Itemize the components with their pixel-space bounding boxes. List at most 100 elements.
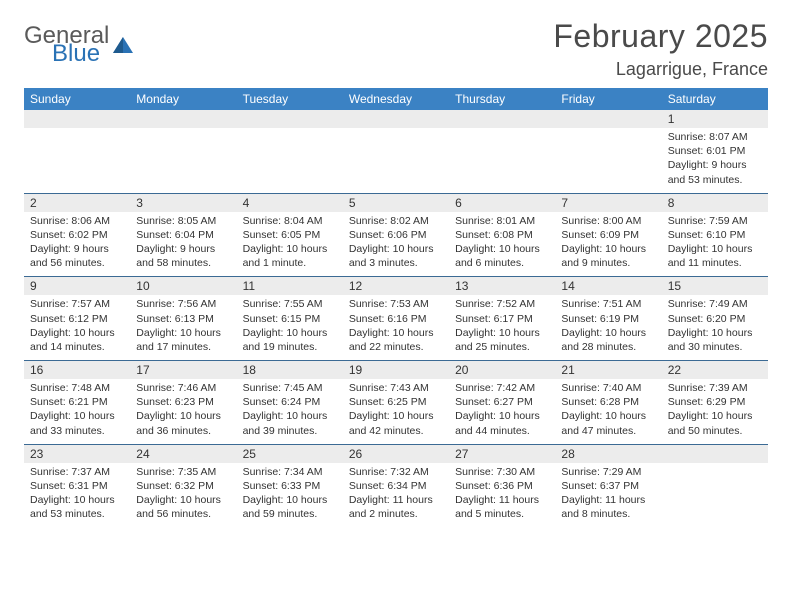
day-details: Sunrise: 7:55 AMSunset: 6:15 PMDaylight:… (237, 295, 343, 360)
day-details: Sunrise: 8:00 AMSunset: 6:09 PMDaylight:… (555, 212, 661, 277)
day-details: Sunrise: 7:57 AMSunset: 6:12 PMDaylight:… (24, 295, 130, 360)
sunrise-line: Sunrise: 7:39 AM (668, 381, 762, 395)
day-details: Sunrise: 7:48 AMSunset: 6:21 PMDaylight:… (24, 379, 130, 444)
day-details: Sunrise: 7:56 AMSunset: 6:13 PMDaylight:… (130, 295, 236, 360)
daylight-line: Daylight: 10 hours and 53 minutes. (30, 493, 124, 521)
day-details: Sunrise: 7:52 AMSunset: 6:17 PMDaylight:… (449, 295, 555, 360)
sunset-line: Sunset: 6:15 PM (243, 312, 337, 326)
sunrise-line: Sunrise: 8:06 AM (30, 214, 124, 228)
day-details: Sunrise: 7:43 AMSunset: 6:25 PMDaylight:… (343, 379, 449, 444)
calendar-day-cell: 2Sunrise: 8:06 AMSunset: 6:02 PMDaylight… (24, 193, 130, 277)
daylight-line: Daylight: 10 hours and 22 minutes. (349, 326, 443, 354)
daylight-line: Daylight: 10 hours and 47 minutes. (561, 409, 655, 437)
day-details: Sunrise: 8:06 AMSunset: 6:02 PMDaylight:… (24, 212, 130, 277)
sunrise-line: Sunrise: 7:53 AM (349, 297, 443, 311)
calendar-day-cell (343, 110, 449, 193)
calendar-day-cell: 28Sunrise: 7:29 AMSunset: 6:37 PMDayligh… (555, 444, 661, 527)
calendar-day-cell: 23Sunrise: 7:37 AMSunset: 6:31 PMDayligh… (24, 444, 130, 527)
day-number: 23 (24, 445, 130, 463)
sunset-line: Sunset: 6:29 PM (668, 395, 762, 409)
sunset-line: Sunset: 6:19 PM (561, 312, 655, 326)
day-details: Sunrise: 7:39 AMSunset: 6:29 PMDaylight:… (662, 379, 768, 444)
calendar-week-row: 1Sunrise: 8:07 AMSunset: 6:01 PMDaylight… (24, 110, 768, 193)
sunrise-line: Sunrise: 7:57 AM (30, 297, 124, 311)
sunrise-line: Sunrise: 7:56 AM (136, 297, 230, 311)
calendar-week-row: 2Sunrise: 8:06 AMSunset: 6:02 PMDaylight… (24, 193, 768, 277)
day-details (237, 128, 343, 136)
calendar-day-cell: 17Sunrise: 7:46 AMSunset: 6:23 PMDayligh… (130, 361, 236, 445)
daylight-line: Daylight: 9 hours and 53 minutes. (668, 158, 762, 186)
calendar-day-cell: 14Sunrise: 7:51 AMSunset: 6:19 PMDayligh… (555, 277, 661, 361)
day-number: 9 (24, 277, 130, 295)
calendar-day-cell: 20Sunrise: 7:42 AMSunset: 6:27 PMDayligh… (449, 361, 555, 445)
day-number (237, 110, 343, 128)
sunset-line: Sunset: 6:36 PM (455, 479, 549, 493)
day-details (24, 128, 130, 136)
sunset-line: Sunset: 6:21 PM (30, 395, 124, 409)
daylight-line: Daylight: 10 hours and 1 minute. (243, 242, 337, 270)
sunset-line: Sunset: 6:09 PM (561, 228, 655, 242)
calendar-day-cell: 11Sunrise: 7:55 AMSunset: 6:15 PMDayligh… (237, 277, 343, 361)
sunrise-line: Sunrise: 8:05 AM (136, 214, 230, 228)
daylight-line: Daylight: 10 hours and 19 minutes. (243, 326, 337, 354)
calendar-day-cell (449, 110, 555, 193)
calendar-day-cell: 19Sunrise: 7:43 AMSunset: 6:25 PMDayligh… (343, 361, 449, 445)
daylight-line: Daylight: 10 hours and 44 minutes. (455, 409, 549, 437)
calendar-day-cell: 7Sunrise: 8:00 AMSunset: 6:09 PMDaylight… (555, 193, 661, 277)
day-details: Sunrise: 7:35 AMSunset: 6:32 PMDaylight:… (130, 463, 236, 528)
daylight-line: Daylight: 11 hours and 5 minutes. (455, 493, 549, 521)
day-number (343, 110, 449, 128)
sunset-line: Sunset: 6:06 PM (349, 228, 443, 242)
sunrise-line: Sunrise: 7:32 AM (349, 465, 443, 479)
sunset-line: Sunset: 6:32 PM (136, 479, 230, 493)
sunset-line: Sunset: 6:33 PM (243, 479, 337, 493)
calendar-day-cell: 3Sunrise: 8:05 AMSunset: 6:04 PMDaylight… (130, 193, 236, 277)
location: Lagarrigue, France (553, 59, 768, 80)
day-details: Sunrise: 7:29 AMSunset: 6:37 PMDaylight:… (555, 463, 661, 528)
day-number: 7 (555, 194, 661, 212)
sunrise-line: Sunrise: 7:35 AM (136, 465, 230, 479)
calendar-day-cell (130, 110, 236, 193)
weekday-header: Saturday (662, 88, 768, 110)
calendar-day-cell: 21Sunrise: 7:40 AMSunset: 6:28 PMDayligh… (555, 361, 661, 445)
sunrise-line: Sunrise: 7:51 AM (561, 297, 655, 311)
daylight-line: Daylight: 10 hours and 36 minutes. (136, 409, 230, 437)
sunrise-line: Sunrise: 7:40 AM (561, 381, 655, 395)
day-number: 5 (343, 194, 449, 212)
daylight-line: Daylight: 10 hours and 3 minutes. (349, 242, 443, 270)
day-details (662, 463, 768, 471)
logo: General Blue (24, 24, 135, 66)
day-details: Sunrise: 7:37 AMSunset: 6:31 PMDaylight:… (24, 463, 130, 528)
day-number: 19 (343, 361, 449, 379)
calendar-day-cell: 27Sunrise: 7:30 AMSunset: 6:36 PMDayligh… (449, 444, 555, 527)
day-number: 16 (24, 361, 130, 379)
calendar-day-cell: 16Sunrise: 7:48 AMSunset: 6:21 PMDayligh… (24, 361, 130, 445)
weekday-header: Thursday (449, 88, 555, 110)
sunrise-line: Sunrise: 7:43 AM (349, 381, 443, 395)
day-number: 1 (662, 110, 768, 128)
day-number: 4 (237, 194, 343, 212)
sunset-line: Sunset: 6:34 PM (349, 479, 443, 493)
calendar-day-cell (237, 110, 343, 193)
calendar-day-cell: 15Sunrise: 7:49 AMSunset: 6:20 PMDayligh… (662, 277, 768, 361)
day-number: 21 (555, 361, 661, 379)
day-number: 17 (130, 361, 236, 379)
day-number: 6 (449, 194, 555, 212)
calendar-day-cell: 5Sunrise: 8:02 AMSunset: 6:06 PMDaylight… (343, 193, 449, 277)
daylight-line: Daylight: 10 hours and 6 minutes. (455, 242, 549, 270)
calendar-day-cell: 25Sunrise: 7:34 AMSunset: 6:33 PMDayligh… (237, 444, 343, 527)
day-details: Sunrise: 7:34 AMSunset: 6:33 PMDaylight:… (237, 463, 343, 528)
day-details: Sunrise: 7:40 AMSunset: 6:28 PMDaylight:… (555, 379, 661, 444)
sunrise-line: Sunrise: 8:04 AM (243, 214, 337, 228)
calendar-day-cell (24, 110, 130, 193)
sunrise-line: Sunrise: 7:48 AM (30, 381, 124, 395)
weekday-header: Sunday (24, 88, 130, 110)
day-details: Sunrise: 7:42 AMSunset: 6:27 PMDaylight:… (449, 379, 555, 444)
weekday-header: Wednesday (343, 88, 449, 110)
logo-text-blue: Blue (52, 42, 109, 66)
sunrise-line: Sunrise: 8:00 AM (561, 214, 655, 228)
daylight-line: Daylight: 9 hours and 56 minutes. (30, 242, 124, 270)
day-details: Sunrise: 8:02 AMSunset: 6:06 PMDaylight:… (343, 212, 449, 277)
daylight-line: Daylight: 10 hours and 25 minutes. (455, 326, 549, 354)
sunset-line: Sunset: 6:28 PM (561, 395, 655, 409)
